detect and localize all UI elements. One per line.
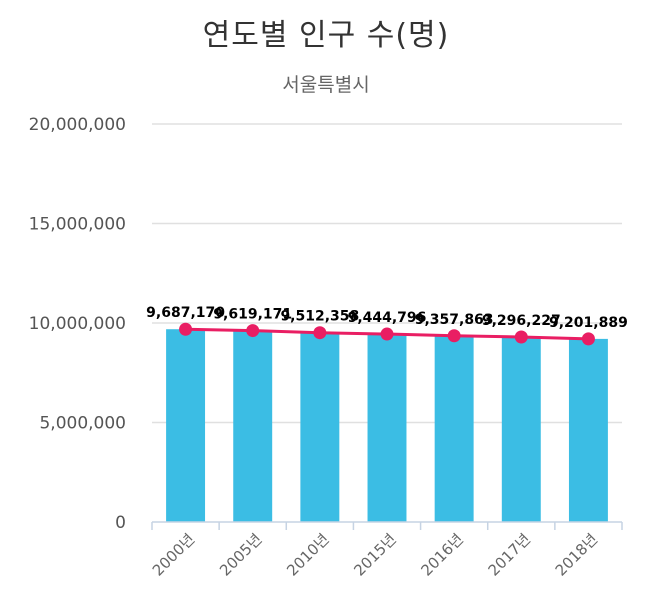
bar — [568, 338, 608, 522]
x-tick-label: 2005년 — [216, 530, 265, 579]
line-point — [313, 326, 327, 340]
x-tick-label: 2018년 — [552, 530, 601, 579]
data-label: 9,687,170 — [146, 305, 225, 321]
bar — [166, 329, 206, 522]
line-point — [380, 327, 394, 341]
chart-subtitle: 서울특별시 — [282, 74, 370, 96]
bar — [233, 330, 273, 522]
line-point — [447, 329, 461, 343]
x-tick-label: 2016년 — [417, 530, 466, 579]
data-labels: 9,687,1709,619,1719,512,3589,444,7969,35… — [146, 305, 628, 331]
line-series — [179, 322, 595, 346]
x-tick-label: 2000년 — [149, 530, 198, 579]
data-label: 9,512,358 — [280, 309, 359, 325]
data-label: 9,357,863 — [415, 312, 494, 328]
bar — [501, 337, 541, 522]
data-label: 9,619,171 — [213, 307, 292, 323]
x-tick-label: 2015년 — [350, 530, 399, 579]
line-point — [246, 324, 260, 338]
line-point — [179, 322, 193, 336]
data-label: 9,444,796 — [348, 310, 427, 326]
chart-title: 연도별 인구 수(명) — [202, 18, 450, 53]
line-point — [581, 332, 595, 346]
line-point — [514, 330, 528, 344]
x-tick-label: 2017년 — [485, 530, 534, 579]
y-tick-label: 20,000,000 — [29, 115, 126, 135]
y-tick-label: 10,000,000 — [29, 314, 126, 334]
bar — [434, 335, 474, 522]
data-label: 9,201,889 — [549, 315, 628, 331]
bar-series — [166, 329, 608, 522]
x-axis: 2000년 2005년 2010년 2015년 2016년 2017년 2018년 — [149, 521, 623, 580]
y-tick-label: 0 — [115, 513, 126, 533]
bar — [367, 334, 407, 522]
bar — [300, 332, 340, 522]
data-label: 9,296,227 — [482, 313, 561, 329]
y-tick-label: 15,000,000 — [29, 215, 126, 235]
x-tick-label: 2010년 — [283, 530, 332, 579]
y-tick-label: 5,000,000 — [39, 414, 126, 434]
